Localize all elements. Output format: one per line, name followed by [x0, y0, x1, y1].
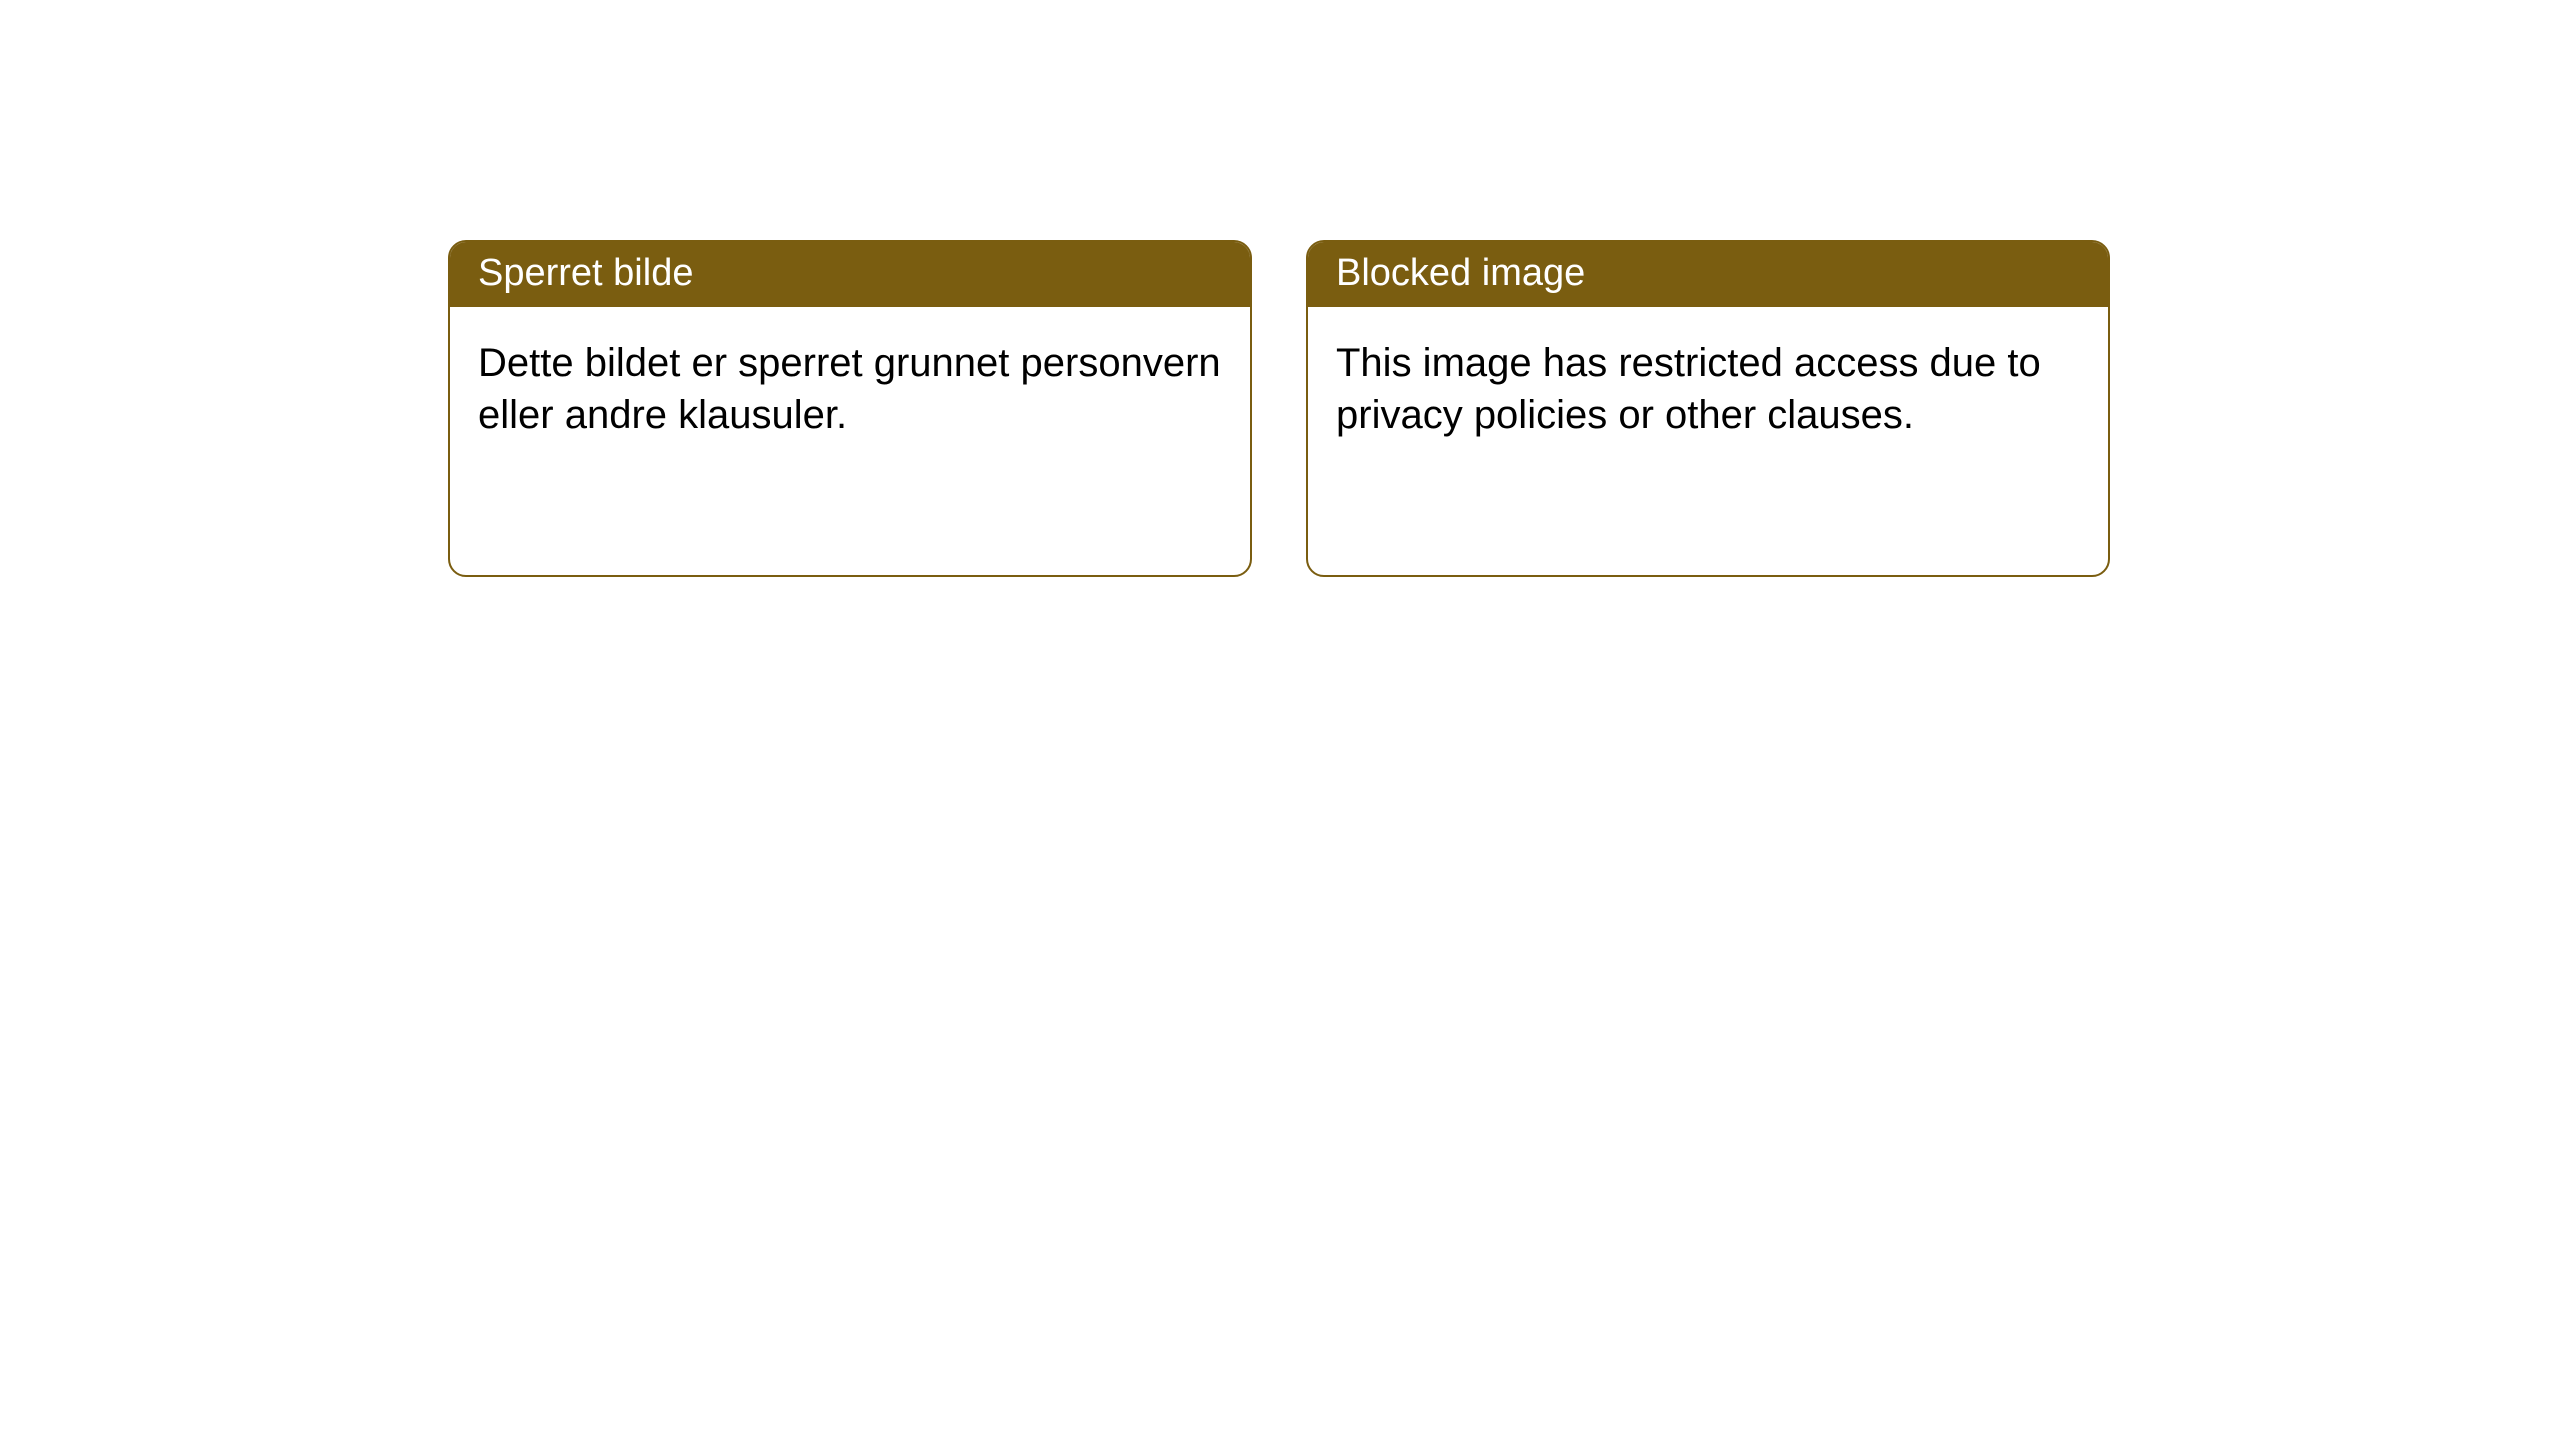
notice-container: Sperret bilde Dette bildet er sperret gr… [0, 0, 2560, 577]
notice-body: Dette bildet er sperret grunnet personve… [450, 307, 1250, 575]
notice-body: This image has restricted access due to … [1308, 307, 2108, 575]
notice-card-english: Blocked image This image has restricted … [1306, 240, 2110, 577]
notice-header: Blocked image [1308, 242, 2108, 307]
notice-card-norwegian: Sperret bilde Dette bildet er sperret gr… [448, 240, 1252, 577]
notice-header: Sperret bilde [450, 242, 1250, 307]
